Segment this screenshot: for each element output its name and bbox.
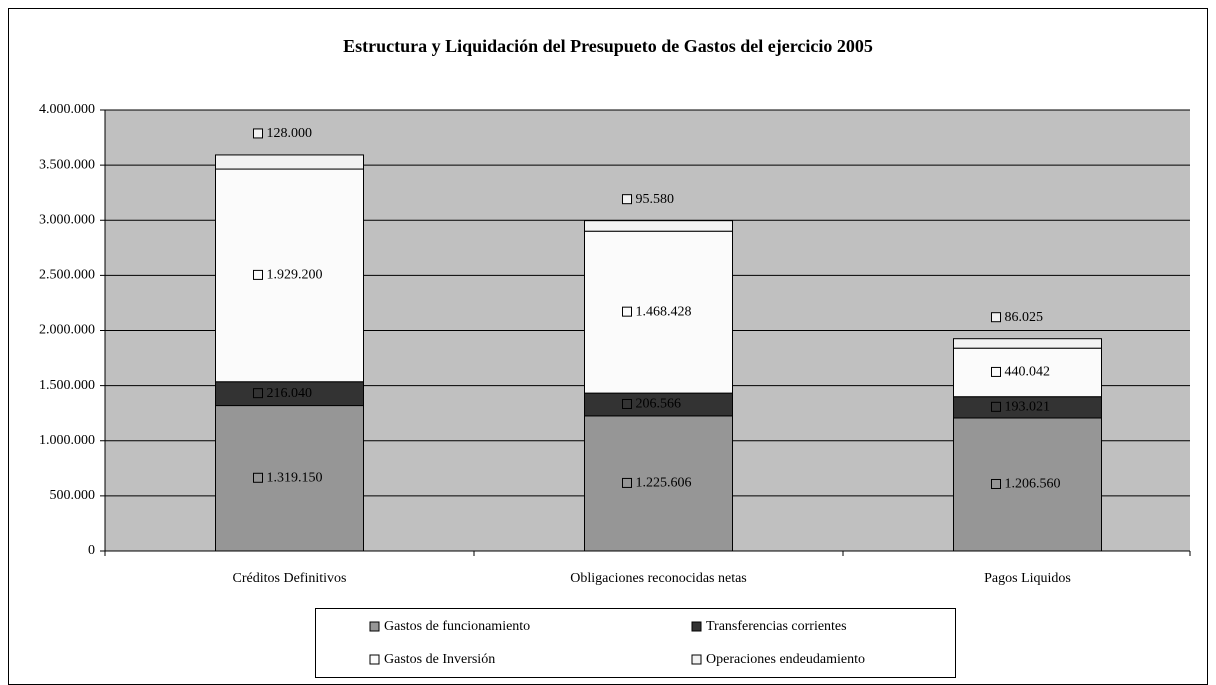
chart-title: Estructura y Liquidación del Presupueto …: [343, 36, 873, 56]
value-label-key: [622, 194, 632, 205]
value-label: 1.468.428: [636, 304, 692, 319]
value-label: 206.566: [636, 397, 682, 412]
legend-key: [691, 621, 702, 632]
y-tick-label: 1.500.000: [39, 378, 95, 393]
bar-segment: [953, 338, 1102, 349]
value-label-key: [991, 401, 1001, 412]
legend-label: Gastos de Inversión: [384, 652, 495, 667]
value-label: 1.206.560: [1005, 477, 1061, 492]
value-label-key: [622, 306, 632, 317]
x-tick-label: Obligaciones reconocidas netas: [570, 571, 747, 586]
x-tick-label: Créditos Definitivos: [233, 571, 347, 586]
value-label-key: [253, 269, 263, 280]
y-tick-label: 3.000.000: [39, 212, 95, 227]
value-label: 193.021: [1005, 400, 1051, 415]
value-label-key: [991, 478, 1001, 489]
value-label-key: [253, 388, 263, 399]
value-label-key: [991, 366, 1001, 377]
value-label: 86.025: [1005, 310, 1044, 325]
x-tick-label: Pagos Liquidos: [984, 571, 1071, 586]
value-label: 216.040: [267, 386, 313, 401]
y-tick-label: 3.500.000: [39, 157, 95, 172]
y-tick-label: 2.500.000: [39, 268, 95, 283]
value-label-key: [991, 312, 1001, 323]
bar-segment: [215, 154, 364, 170]
legend-key: [369, 654, 380, 665]
value-label: 1.225.606: [636, 476, 692, 491]
legend-label: Operaciones endeudamiento: [706, 652, 865, 667]
value-label-key: [253, 472, 263, 483]
value-label: 1.319.150: [267, 471, 323, 486]
legend-label: Transferencias corrientes: [706, 619, 847, 634]
y-tick-label: 2.000.000: [39, 323, 95, 338]
value-label: 128.000: [267, 126, 313, 141]
value-label-key: [253, 128, 263, 139]
y-tick-label: 0: [88, 543, 95, 558]
value-label: 1.929.200: [267, 268, 323, 283]
legend-label: Gastos de funcionamiento: [384, 619, 530, 634]
y-tick-label: 500.000: [50, 488, 96, 503]
value-label: 95.580: [636, 192, 675, 207]
bar-segment: [953, 417, 1102, 552]
y-tick-label: 1.000.000: [39, 433, 95, 448]
bar-segment: [215, 405, 364, 552]
value-label: 440.042: [1005, 365, 1051, 380]
bar-segment: [215, 168, 364, 383]
value-label-key: [622, 477, 632, 488]
value-label-key: [622, 398, 632, 409]
bar-segment: [953, 347, 1102, 398]
legend-key: [691, 654, 702, 665]
bar-segment: [584, 230, 733, 394]
bar-segment: [584, 220, 733, 232]
legend-box: [315, 608, 956, 678]
legend-key: [369, 621, 380, 632]
y-tick-label: 4.000.000: [39, 102, 95, 117]
